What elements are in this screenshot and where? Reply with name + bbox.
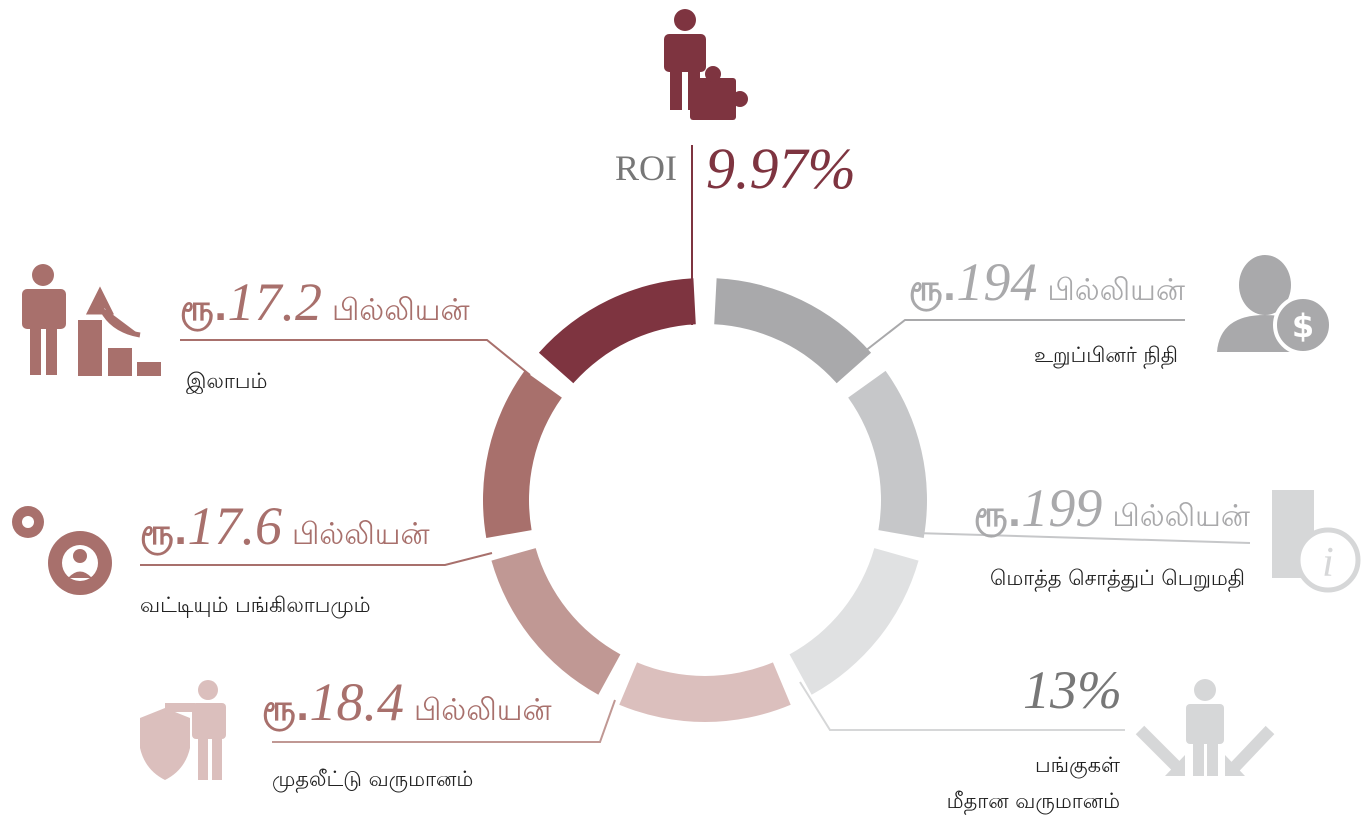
- right-label: மீதான வருமானம்: [947, 789, 1120, 815]
- donut-segment: [789, 548, 919, 695]
- roi-label: ROI: [615, 148, 677, 188]
- shield-icon: [140, 680, 226, 780]
- left-figure: ரூ.18.4 பில்லியன்: [262, 672, 552, 732]
- left-figure: ரூ.17.2 பில்லியன்: [180, 272, 470, 332]
- right-label: மொத்த சொத்துப் பெறுமதி: [990, 566, 1245, 592]
- right-figure: ரூ.194 பில்லியன்: [909, 252, 1185, 312]
- roi-icon: [664, 9, 748, 120]
- leader-line: [859, 319, 1185, 356]
- right-figure: 13%: [1023, 660, 1122, 720]
- profit-icon: [22, 264, 161, 376]
- donut: [483, 278, 927, 722]
- member-fund-icon: $: [1217, 255, 1333, 355]
- leader-line: [914, 532, 1251, 544]
- gear-icon: [12, 506, 112, 595]
- donut-segment: [483, 370, 562, 538]
- leader-line: [180, 339, 531, 376]
- leader-lines: [140, 145, 1251, 743]
- left-label: முதலீட்டு வருமானம்: [272, 767, 473, 793]
- svg-text:i: i: [1322, 540, 1334, 586]
- donut-segment: [619, 662, 791, 722]
- right-label: உறுப்பினர் நிதி: [1034, 343, 1178, 369]
- leader-line: [140, 552, 493, 566]
- left-figure: ரூ.17.6 பில்லியன்: [140, 496, 430, 556]
- donut-segment: [714, 278, 872, 384]
- right-label: பங்குகள்: [1035, 753, 1120, 778]
- leader-line: [272, 699, 616, 743]
- donut-segment: [848, 370, 927, 539]
- svg-text:$: $: [1292, 307, 1314, 345]
- right-figure: ரூ.199 பில்லியன்: [974, 478, 1250, 538]
- leader-line: [799, 681, 1125, 731]
- share-icon: [1135, 679, 1275, 776]
- left-label: வட்டியும் பங்கிலாபமும்: [140, 593, 371, 618]
- left-label: இலாபம்: [186, 369, 267, 394]
- roi-value: 9.97%: [706, 136, 856, 201]
- donut-segment: [491, 548, 621, 695]
- donut-segment: [538, 278, 696, 384]
- assets-icon: i: [1272, 490, 1361, 593]
